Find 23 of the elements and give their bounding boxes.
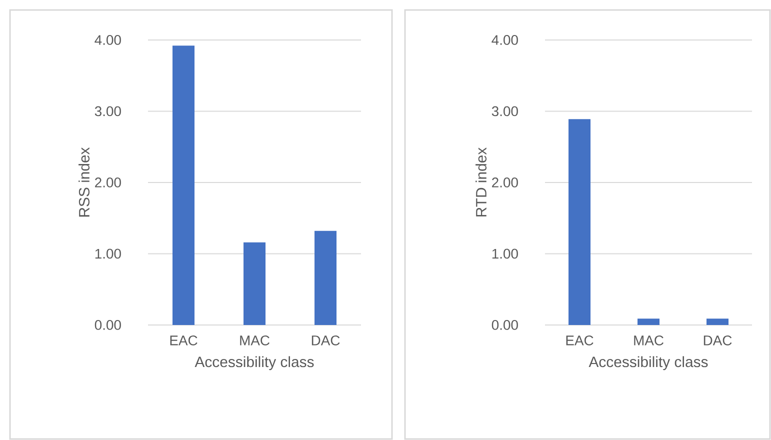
y-tick-label: 4.00 [492, 35, 518, 45]
y-tick-label: 3.00 [94, 106, 121, 116]
y-tick-label: 2.00 [95, 178, 121, 188]
y-tick-label: 0.00 [492, 320, 518, 330]
y-tick-label: 3.00 [492, 106, 518, 116]
bar [172, 46, 195, 325]
bar [244, 242, 266, 325]
x-tick-label: DAC [704, 335, 732, 346]
x-tick-label: EAC [566, 335, 594, 346]
bar [314, 230, 337, 325]
y-tick-label: 4.00 [94, 35, 121, 45]
x-tick-label: EAC [170, 335, 198, 346]
y-tick-label: 1.00 [492, 248, 518, 259]
x-axis-title: Accessibility class [194, 356, 314, 370]
x-tick-label: MAC [634, 335, 664, 346]
x-tick-label: MAC [240, 335, 270, 346]
x-tick-label: DAC [312, 335, 340, 346]
y-axis-title: RSS index [78, 147, 90, 217]
x-axis-title: Accessibility class [588, 356, 708, 370]
y-axis-title: RTD index [476, 148, 487, 216]
y-tick-label: 1.00 [95, 248, 121, 259]
y-tick-label: 0.00 [94, 320, 121, 330]
y-tick-label: 2.00 [492, 178, 518, 188]
